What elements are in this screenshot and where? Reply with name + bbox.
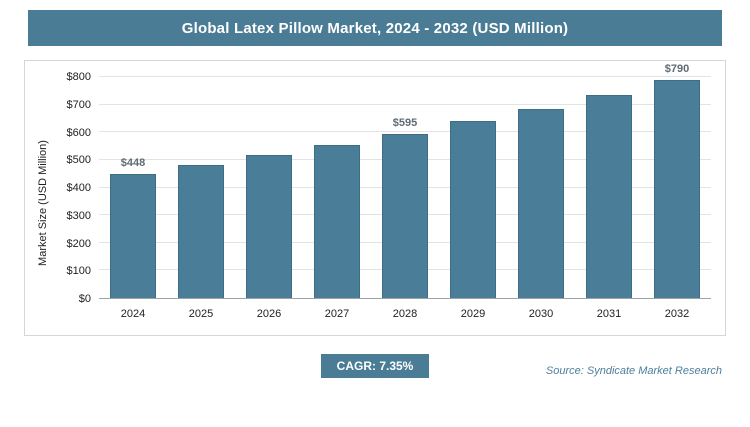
y-axis-ticks: $0 $100 $200 $300 $400 $500 $600 $700 $800 <box>53 71 99 305</box>
y-tick-label: $400 <box>66 182 91 194</box>
bar-2029[interactable] <box>450 121 496 298</box>
x-tick-label: 2032 <box>664 308 690 320</box>
chart-grid: $0 $100 $200 $300 $400 $500 $600 $700 $800 $448 $… <box>53 63 711 329</box>
y-axis-title: Market Size (USD Million) <box>37 140 50 266</box>
bar-2032[interactable] <box>654 79 700 298</box>
bar-value-label: $595 <box>392 116 418 129</box>
page: Global Latex Pillow Market, 2024 - 2032 … <box>0 10 750 427</box>
y-axis-title-column: Market Size (USD Million) <box>33 77 53 329</box>
y-tick-label: $500 <box>66 154 91 167</box>
x-tick-label: 2027 <box>324 308 350 320</box>
x-tick-label: 2029 <box>460 308 486 320</box>
chart-panel: Market Size (USD Million) $0 $100 $200 $300… <box>24 60 726 336</box>
bar-slot-2032: $790 <box>643 63 711 298</box>
bar-2024[interactable] <box>110 174 156 298</box>
bar-value-label: $448 <box>120 157 146 170</box>
x-tick-label: 2025 <box>188 308 214 320</box>
gridline <box>99 76 711 77</box>
y-tick-label: $700 <box>66 98 91 111</box>
x-tick-label: 2024 <box>120 308 146 320</box>
y-tick-label: $800 <box>66 71 91 83</box>
y-tick-label: $0 <box>78 293 91 305</box>
bar-2025[interactable] <box>178 165 224 298</box>
x-tick-label: 2026 <box>256 308 282 320</box>
gridline <box>99 103 711 105</box>
source-attribution: Source: Syndicate Market Research <box>545 365 722 377</box>
bar-slot-2029 <box>439 77 507 298</box>
bar-2028[interactable] <box>382 133 428 298</box>
x-tick-label: 2030 <box>528 308 554 320</box>
bar-2031[interactable] <box>586 94 632 298</box>
cagr-badge: CAGR: 7.35% <box>320 354 430 378</box>
y-tick-label: $100 <box>66 265 91 278</box>
bar-slot-2025 <box>167 77 235 298</box>
x-axis-labels: 2024 2025 2026 2027 2028 2029 2030 2031 2032 <box>99 299 711 329</box>
bar-slot-2028: $595 <box>371 77 439 298</box>
y-tick-label: $600 <box>66 126 91 139</box>
bar-2026[interactable] <box>246 155 292 298</box>
chart-title: Global Latex Pillow Market, 2024 - 2032 … <box>181 19 569 37</box>
bar-slot-2031 <box>575 77 643 298</box>
bar-2030[interactable] <box>518 108 564 298</box>
bar-slot-2024: $448 <box>99 77 167 298</box>
bar-slot-2027 <box>303 77 371 298</box>
gridline <box>99 131 711 133</box>
bar-2027[interactable] <box>314 144 360 298</box>
y-tick-label: $200 <box>66 237 91 250</box>
chart-title-bar: Global Latex Pillow Market, 2024 - 2032 … <box>28 10 722 46</box>
plot-area: $448 $595 $790 <box>99 63 711 299</box>
x-tick-label: 2028 <box>392 308 418 320</box>
bar-value-label: $790 <box>664 62 690 75</box>
footer: CAGR: 7.35% Source: Syndicate Market Res… <box>28 354 722 380</box>
x-tick-label: 2031 <box>596 308 622 320</box>
bar-slot-2030 <box>507 77 575 298</box>
bar-slot-2026 <box>235 77 303 298</box>
y-tick-label: $300 <box>66 209 91 222</box>
